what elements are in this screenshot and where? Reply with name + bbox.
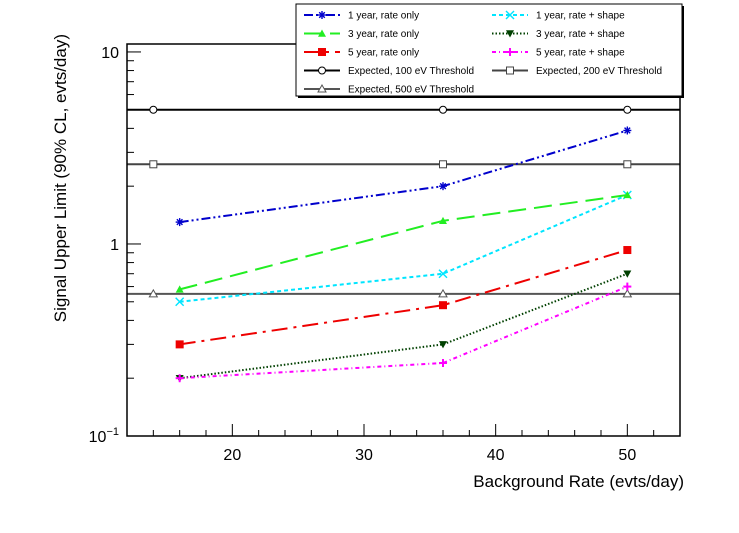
- reference-point: [439, 105, 447, 114]
- series-line: [179, 194, 628, 303]
- data-point: [624, 127, 631, 134]
- data-point: [439, 182, 447, 190]
- legend-marker: [506, 66, 514, 75]
- legend-label: 1 year, rate only: [348, 11, 419, 22]
- legend-entry: Expected, 500 eV Threshold: [304, 83, 474, 96]
- data-point: [175, 285, 184, 293]
- series-line: [179, 193, 628, 291]
- data-point: [439, 301, 447, 310]
- axes: 20 30 40 50 10−1 1 10: [89, 45, 681, 464]
- data-point: [623, 270, 632, 278]
- legend-label: 3 year, rate only: [348, 29, 419, 40]
- legend-marker: [505, 10, 515, 20]
- reference-line: [127, 288, 680, 298]
- reference-point: [622, 288, 633, 298]
- x-tick-label: 30: [355, 447, 373, 464]
- legend-label: Expected, 100 eV Threshold: [348, 66, 474, 77]
- series: [175, 246, 632, 349]
- legend-entry: Expected, 200 eV Threshold: [492, 66, 662, 77]
- data-point: [438, 269, 448, 279]
- legend-entry: 3 year, rate + shape: [492, 29, 625, 40]
- series: [175, 270, 632, 383]
- series: [175, 190, 632, 307]
- y-tick-label: 10−1: [89, 426, 119, 446]
- legend-marker: [506, 30, 514, 38]
- data-point: [623, 246, 632, 255]
- legend-entry: Expected, 100 eV Threshold: [304, 66, 474, 77]
- legend-label: 5 year, rate only: [348, 48, 419, 59]
- legend-label: 1 year, rate + shape: [536, 11, 625, 22]
- reference-point: [623, 160, 632, 169]
- series: [175, 282, 632, 383]
- plot-frame: [126, 43, 681, 437]
- reference-line: [127, 105, 680, 114]
- legend-entry: 1 year, rate + shape: [492, 11, 625, 22]
- reference-line: [127, 160, 680, 169]
- reference-point: [439, 160, 447, 169]
- reference-point: [438, 288, 448, 298]
- x-tick-label: 50: [618, 447, 636, 464]
- reference-point: [149, 160, 158, 169]
- series-lines: [175, 126, 632, 383]
- reference-point: [149, 105, 158, 114]
- legend-label: 5 year, rate + shape: [536, 48, 625, 59]
- legend-marker: [317, 83, 327, 93]
- y-tick-label: 10: [101, 45, 119, 62]
- legend-label: Expected, 200 eV Threshold: [536, 66, 662, 77]
- legend-marker: [318, 29, 326, 37]
- reference-point: [148, 288, 159, 298]
- series-line: [179, 249, 628, 346]
- y-axis-title: Signal Upper Limit (90% CL, evts/day): [51, 34, 70, 322]
- legend-entry: 5 year, rate only: [304, 48, 419, 59]
- reference-point: [623, 105, 632, 114]
- legend-marker: [318, 48, 326, 56]
- legend-marker: [318, 11, 326, 19]
- legend-box: [295, 3, 683, 97]
- series-line: [179, 129, 628, 224]
- series: [175, 190, 632, 293]
- legend: 1 year, rate only 1 year, rate + shape 3 y…: [295, 3, 684, 98]
- data-point: [175, 340, 184, 349]
- data-point: [176, 218, 183, 226]
- legend-label: Expected, 500 eV Threshold: [348, 85, 474, 96]
- data-point: [439, 341, 447, 349]
- series-line: [179, 285, 628, 380]
- x-tick-label: 40: [487, 447, 505, 464]
- x-tick-label: 20: [223, 447, 241, 464]
- legend-marker: [318, 66, 326, 75]
- legend-entry: 3 year, rate only: [304, 29, 419, 40]
- legend-entry: 1 year, rate only: [304, 11, 419, 22]
- series-line: [179, 272, 628, 380]
- legend-entry: 5 year, rate + shape: [492, 48, 625, 59]
- series: [175, 126, 632, 227]
- data-point: [623, 190, 632, 199]
- x-axis-title: Background Rate (evts/day): [473, 472, 684, 491]
- data-point: [439, 216, 447, 225]
- data-point: [175, 297, 185, 307]
- reference-lines: [127, 105, 680, 298]
- y-tick-label: 1: [110, 237, 119, 254]
- legend-label: 3 year, rate + shape: [536, 29, 625, 40]
